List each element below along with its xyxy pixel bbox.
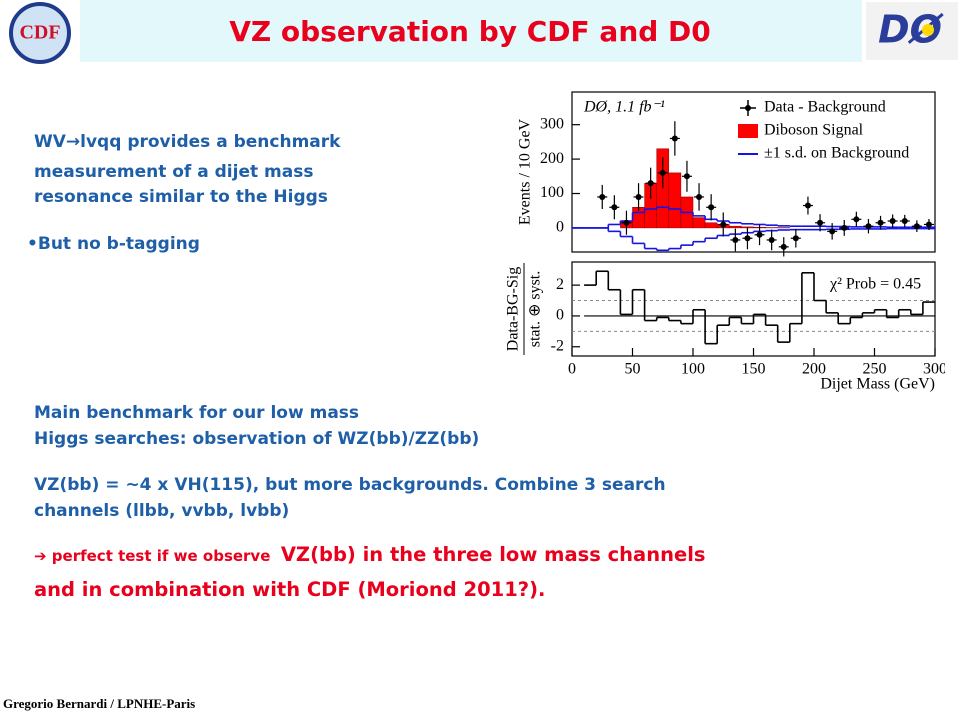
y-tick-label: 0 xyxy=(556,219,564,236)
data-point xyxy=(671,135,678,142)
data-point xyxy=(792,235,799,242)
logo-star xyxy=(922,24,934,36)
plot-annotation: DØ, 1.1 fb⁻¹ xyxy=(583,99,665,116)
y-axis-label: stat. ⊕ syst. xyxy=(527,271,544,348)
data-point xyxy=(599,193,606,200)
data-point xyxy=(659,169,666,176)
conclusion-lead: perfect test if we observe xyxy=(51,547,271,565)
conclusion-line: and in combination with CDF (Moriond 201… xyxy=(34,578,546,601)
data-point xyxy=(732,236,739,243)
y-axis-label: Events / 10 GeV xyxy=(517,118,534,225)
d0-logo: DØ xyxy=(866,2,958,60)
vz-line: VZ(bb) = ~4 x VH(115), but more backgrou… xyxy=(34,475,666,495)
data-point xyxy=(853,216,860,223)
logo-ring xyxy=(9,2,71,64)
data-point xyxy=(708,204,715,211)
plot-frame xyxy=(571,91,936,253)
legend-label: Data - Background xyxy=(764,99,886,116)
cdf-logo: CDF xyxy=(9,2,71,64)
data-point xyxy=(623,219,630,226)
y-axis-label: Data-BG-Sig xyxy=(505,267,522,351)
data-point xyxy=(877,219,884,226)
footer: Gregorio Bernardi / LPNHE-Paris xyxy=(3,696,196,711)
data-point xyxy=(635,193,642,200)
logo-text: CDF xyxy=(19,22,60,44)
y-tick-label: 300 xyxy=(540,115,564,132)
data-point xyxy=(780,243,787,250)
main-line: Main benchmark for our low mass xyxy=(34,403,360,423)
data-point xyxy=(611,204,618,211)
signal-bar xyxy=(692,217,706,229)
intro-line: WV→lvqq provides a benchmark xyxy=(34,132,341,152)
data-point xyxy=(913,223,920,230)
y-tick-label: -2 xyxy=(551,337,564,354)
y-tick-label: 0 xyxy=(556,307,564,324)
legend-label: Diboson Signal xyxy=(764,122,864,139)
data-point xyxy=(925,221,932,228)
y-tick-label: 2 xyxy=(556,276,564,293)
x-tick-label: 150 xyxy=(742,361,766,378)
data-point xyxy=(744,235,751,242)
intro-line: resonance similar to the Higgs xyxy=(34,187,328,207)
x-tick-label: 0 xyxy=(568,361,576,378)
signal-bar xyxy=(729,225,742,229)
data-point xyxy=(683,173,690,180)
data-point xyxy=(841,224,848,231)
y-tick-label: 200 xyxy=(540,150,564,167)
bullet: •But no b-tagging xyxy=(27,234,200,254)
legend-label: ±1 s.d. on Background xyxy=(764,145,909,162)
data-point xyxy=(901,218,908,225)
x-tick-label: 300 xyxy=(923,361,945,378)
logo-box xyxy=(866,2,958,60)
data-point xyxy=(889,218,896,225)
main-line: Higgs searches: observation of WZ(bb)/ZZ… xyxy=(34,429,480,449)
slide-title: VZ observation by CDF and D0 xyxy=(229,15,711,48)
data-point xyxy=(865,223,872,230)
data-point xyxy=(817,219,824,226)
title-band xyxy=(80,0,862,62)
data-point xyxy=(768,236,775,243)
data-point xyxy=(804,202,811,209)
intro-line: measurement of a dijet mass xyxy=(34,162,314,182)
x-tick-label: 50 xyxy=(625,361,641,378)
conclusion-main: VZ(bb) in the three low mass channels xyxy=(280,543,706,566)
plot-annotation: χ² Prob = 0.45 xyxy=(829,276,921,293)
legend-swatch xyxy=(738,124,758,138)
data-point xyxy=(829,228,836,235)
x-axis-label: Dijet Mass (GeV) xyxy=(820,376,935,393)
data-point xyxy=(720,221,727,228)
x-tick-label: 200 xyxy=(802,361,826,378)
signal-bar xyxy=(704,222,718,229)
logo-text: DØ xyxy=(878,8,945,52)
data-point xyxy=(696,193,703,200)
data-point xyxy=(647,180,654,187)
conclusion-line: ➔ perfect test if we observe VZ(bb) in t… xyxy=(34,543,706,566)
vz-line: channels (llbb, vvbb, lvbb) xyxy=(34,501,290,521)
data-point xyxy=(756,231,763,238)
signal-bar xyxy=(668,172,682,229)
legend-swatch xyxy=(745,105,751,111)
y-tick-label: 100 xyxy=(540,184,564,201)
bullet-text: But no b-tagging xyxy=(37,234,200,254)
x-tick-label: 100 xyxy=(681,361,705,378)
x-tick-label: 250 xyxy=(863,361,887,378)
